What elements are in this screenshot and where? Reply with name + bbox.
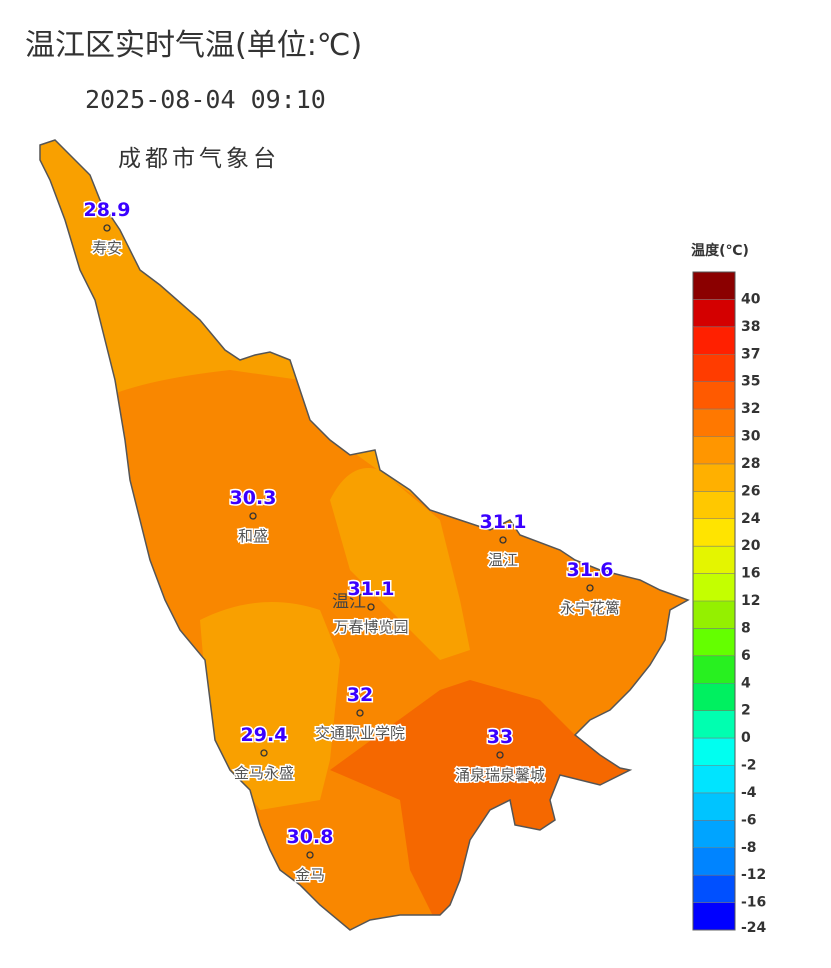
legend-swatch bbox=[693, 546, 735, 574]
legend-tick-label: 38 bbox=[741, 319, 760, 335]
legend-tick-label: 26 bbox=[741, 483, 760, 499]
station-value: 33 bbox=[487, 726, 513, 748]
station-marker bbox=[260, 749, 268, 757]
legend-swatch bbox=[693, 683, 735, 711]
legend-swatch bbox=[693, 655, 735, 684]
legend-swatch bbox=[693, 902, 735, 930]
station-name: 涌泉瑞泉馨城 bbox=[455, 766, 545, 784]
legend-tick-label: 30 bbox=[741, 429, 761, 445]
station-marker bbox=[586, 584, 594, 592]
legend-tick-label: -4 bbox=[741, 785, 757, 801]
station-value: 29.4 bbox=[241, 724, 288, 746]
legend-swatch bbox=[693, 792, 735, 821]
legend-swatch bbox=[693, 299, 735, 327]
legend-swatch bbox=[693, 628, 735, 656]
legend-tick-label: 28 bbox=[741, 456, 760, 472]
station-value: 30.8 bbox=[287, 826, 334, 848]
station-name: 和盛 bbox=[238, 527, 268, 545]
legend-tick-label: 24 bbox=[741, 511, 761, 527]
legend-swatch bbox=[693, 354, 735, 382]
station-name: 寿安 bbox=[92, 239, 122, 257]
zone-30-32 bbox=[100, 370, 688, 930]
station-value: 31.6 bbox=[567, 559, 614, 581]
legend-tick-label: 35 bbox=[741, 374, 760, 390]
station-marker bbox=[103, 224, 111, 232]
station-marker bbox=[499, 536, 507, 544]
legend-tick-label: 40 bbox=[741, 291, 761, 307]
district-label: 温江 bbox=[332, 592, 366, 612]
zone-32-35 bbox=[330, 680, 640, 930]
legend-swatch bbox=[693, 820, 735, 848]
legend-swatch bbox=[693, 409, 735, 437]
legend-tick-label: -6 bbox=[741, 812, 757, 828]
legend-swatch bbox=[693, 875, 735, 903]
station-name: 温江 bbox=[488, 551, 518, 569]
station-marker bbox=[306, 851, 314, 859]
legend-swatch bbox=[693, 518, 735, 547]
legend-tick-label: 4 bbox=[741, 675, 751, 691]
legend-tick-label: 6 bbox=[741, 648, 751, 664]
station-name: 万春博览园 bbox=[333, 618, 408, 636]
station-marker bbox=[249, 512, 257, 520]
legend-swatch bbox=[693, 738, 735, 766]
station-marker bbox=[496, 751, 504, 759]
legend-tick-label: -8 bbox=[741, 840, 757, 856]
station-name: 金马 bbox=[295, 866, 325, 884]
legend-swatch bbox=[693, 436, 735, 464]
station-value: 31.1 bbox=[348, 578, 395, 600]
legend-swatch bbox=[693, 765, 735, 793]
station-value: 31.1 bbox=[480, 511, 527, 533]
station-marker bbox=[356, 709, 364, 717]
legend-tick-label: 2 bbox=[741, 703, 751, 719]
station-name: 金马永盛 bbox=[234, 764, 294, 782]
legend-swatch bbox=[693, 573, 735, 601]
zone-28-30 bbox=[200, 602, 340, 810]
temperature-field bbox=[40, 140, 688, 930]
zone-28-30 bbox=[330, 468, 470, 660]
legend-swatch bbox=[693, 847, 735, 876]
station-value: 32 bbox=[347, 684, 373, 706]
legend-tick-label: -24 bbox=[741, 920, 767, 936]
map-time: 2025-08-04 09:10 bbox=[85, 85, 326, 114]
legend-tick-label: 0 bbox=[741, 730, 751, 746]
station-name: 交通职业学院 bbox=[315, 724, 405, 742]
legend-swatch bbox=[693, 601, 735, 629]
map-title: 温江区实时气温(单位:℃) bbox=[25, 28, 362, 63]
legend-title: 温度(℃) bbox=[691, 242, 749, 259]
legend-swatch bbox=[693, 381, 735, 410]
station-value: 30.3 bbox=[230, 487, 277, 509]
legend-swatch bbox=[693, 463, 735, 492]
map-source: 成都市气象台 bbox=[118, 146, 280, 172]
station-marker bbox=[367, 603, 375, 611]
legend-tick-label: 32 bbox=[741, 401, 760, 417]
legend-tick-label: -16 bbox=[741, 895, 766, 911]
legend-tick-label: -12 bbox=[741, 867, 766, 883]
legend-swatch bbox=[693, 326, 735, 355]
legend-tick-label: 37 bbox=[741, 346, 760, 362]
station-name: 永宁花篱 bbox=[560, 599, 620, 617]
legend-tick-label: 20 bbox=[741, 538, 761, 554]
legend-swatch bbox=[693, 710, 735, 739]
legend-tick-label: 16 bbox=[741, 566, 760, 582]
legend-tick-label: 8 bbox=[741, 620, 751, 636]
legend-swatch bbox=[693, 491, 735, 519]
legend-swatch bbox=[693, 272, 735, 300]
legend-tick-label: 12 bbox=[741, 593, 760, 609]
legend-tick-label: -2 bbox=[741, 758, 757, 774]
station-value: 28.9 bbox=[84, 199, 131, 221]
